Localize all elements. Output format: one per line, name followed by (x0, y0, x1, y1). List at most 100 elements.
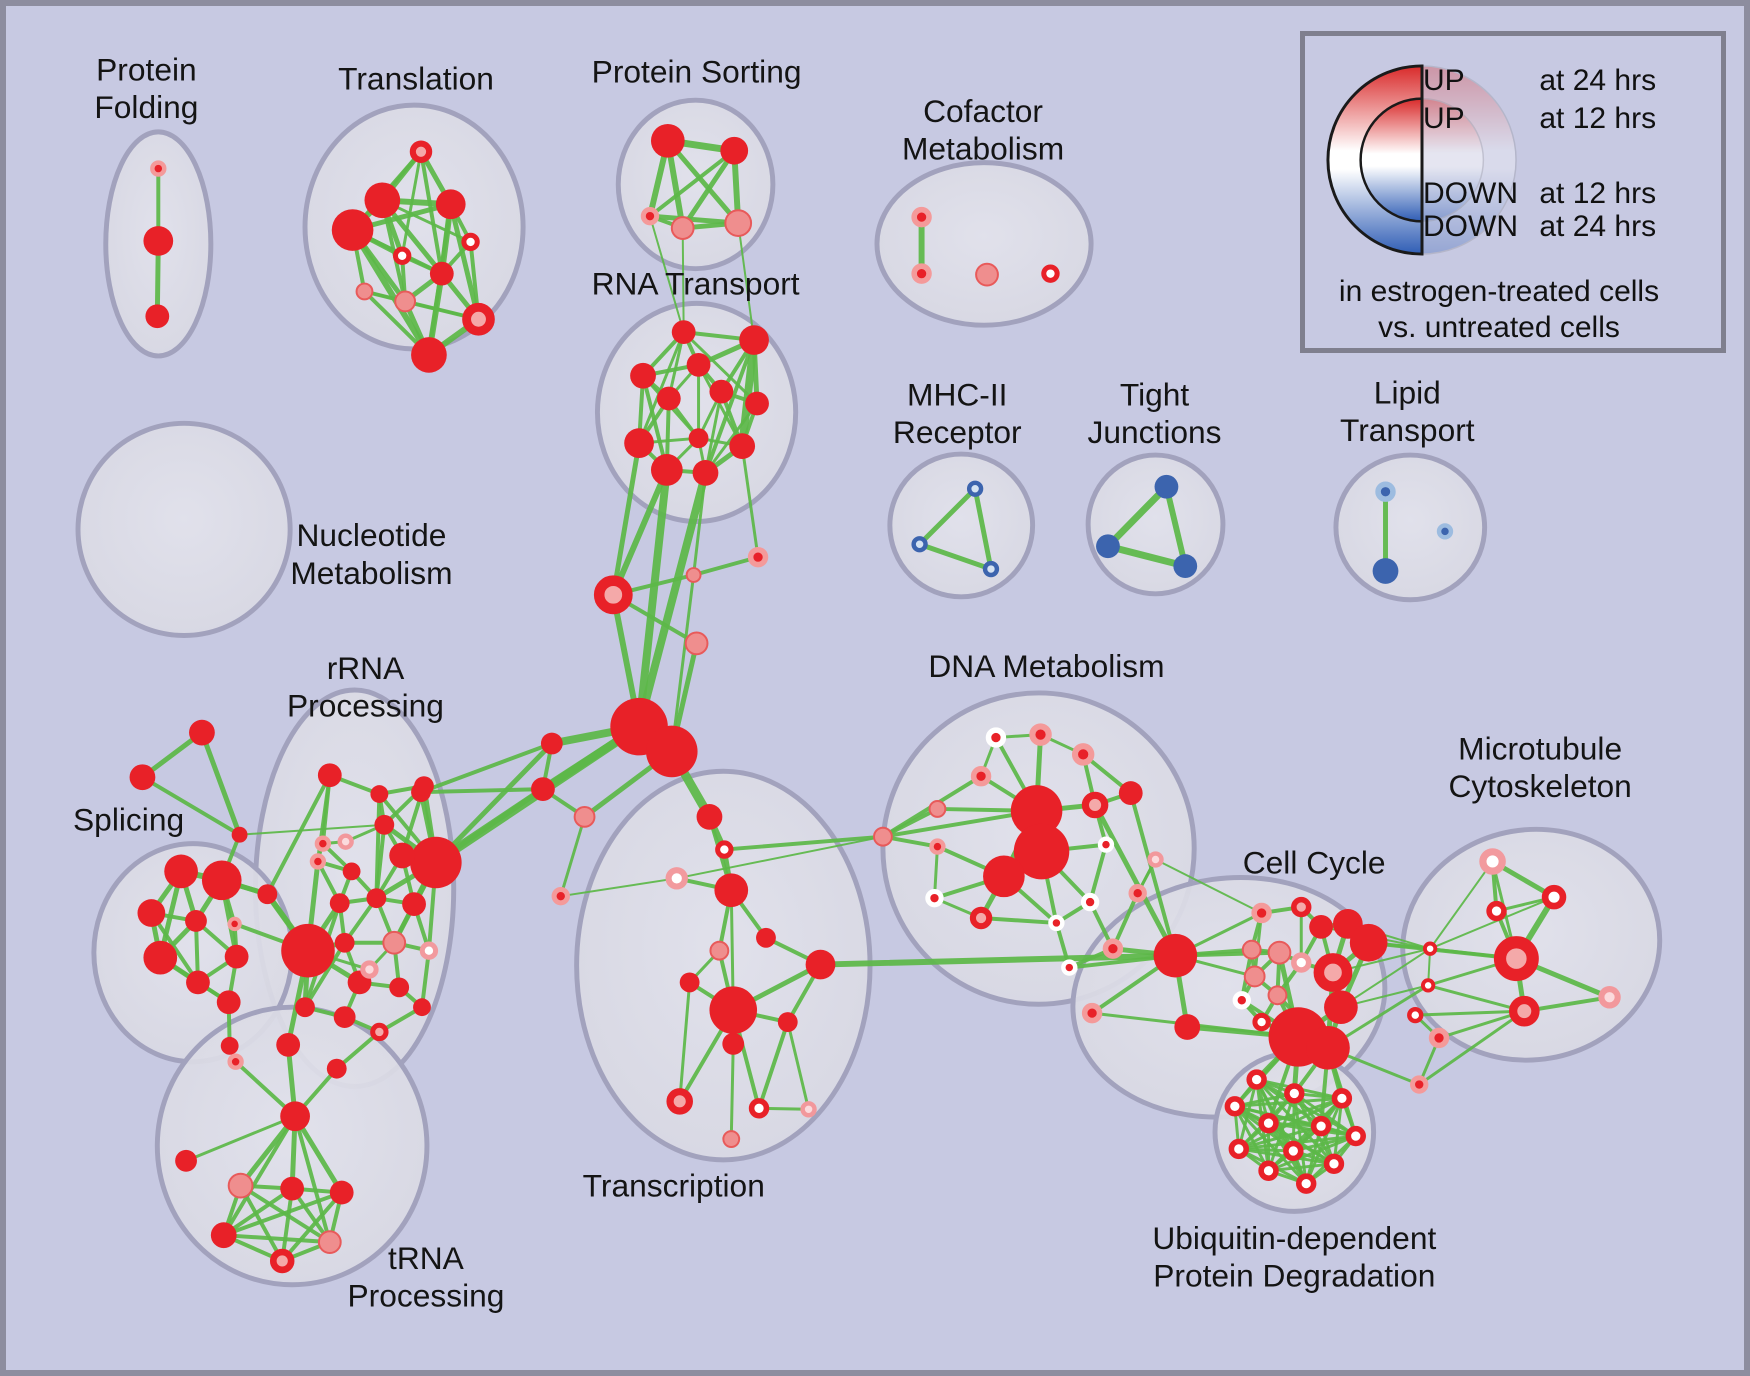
network-edge (610, 440, 642, 598)
network-node (429, 261, 454, 286)
network-edge (729, 1042, 735, 1141)
network-node (925, 888, 944, 908)
network-edge (740, 444, 760, 559)
network-node (929, 838, 946, 855)
network-node (650, 123, 685, 158)
network-node (1246, 1069, 1267, 1090)
network-node (709, 986, 758, 1034)
network-edge (559, 815, 587, 898)
network-node (666, 1088, 693, 1115)
network-node (295, 997, 315, 1018)
network-node (1061, 959, 1078, 976)
network-node (280, 1101, 310, 1132)
legend-direction: DOWN (1423, 210, 1518, 243)
network-node (722, 1130, 741, 1148)
network-node (1306, 1026, 1350, 1070)
network-node (370, 785, 389, 803)
network-node (374, 814, 395, 835)
network-edge (681, 227, 685, 334)
network-edge (880, 806, 940, 839)
network-node (355, 282, 374, 301)
network-node (805, 949, 836, 980)
network-node (1375, 481, 1396, 502)
network-node (982, 560, 1000, 578)
network-edge (691, 555, 761, 577)
legend-entry: UP at 12 hrs (1423, 102, 1656, 136)
network-node (709, 940, 730, 961)
network-edge (419, 149, 444, 276)
network-node (1345, 1125, 1366, 1147)
network-node (1486, 900, 1507, 922)
network-edge (1237, 1124, 1323, 1151)
network-edge (265, 773, 332, 897)
cluster-label-translation: Translation (338, 60, 494, 96)
cluster-label-splicing: Splicing (73, 802, 184, 838)
network-node (164, 854, 198, 889)
network-node (1310, 1115, 1332, 1137)
network-edge (637, 330, 686, 445)
network-node (1258, 1112, 1279, 1134)
network-node (317, 763, 342, 788)
network-edge (880, 808, 1039, 839)
legend-caption-line: in estrogen-treated cells (1338, 275, 1660, 308)
network-node (224, 944, 249, 969)
node-layer (129, 123, 1621, 1274)
cluster-label-dna-metabolism: DNA Metabolism (928, 648, 1164, 684)
network-edge (374, 822, 387, 901)
network-node (1147, 851, 1164, 868)
network-node (756, 927, 776, 948)
cluster-ellipse-mhc-ii-receptor (887, 451, 1036, 600)
network-node (1154, 474, 1179, 499)
network-node (227, 916, 242, 932)
network-node (969, 906, 993, 930)
network-node (1097, 836, 1115, 853)
network-node (1541, 884, 1567, 910)
legend-direction: UP (1423, 102, 1465, 135)
network-node (314, 835, 332, 852)
network-node (329, 1180, 354, 1205)
network-node (1258, 1160, 1279, 1181)
network-node (1118, 781, 1143, 805)
network-node (671, 320, 696, 345)
network-edge (420, 948, 431, 1010)
network-edge (972, 486, 994, 572)
network-node (1372, 558, 1399, 584)
network-edge (704, 402, 759, 475)
network-node (1508, 995, 1540, 1027)
network-node (389, 977, 410, 998)
cluster-label-microtubule-cytoskeleton: Microtubule Cytoskeleton (1448, 730, 1631, 804)
network-node (911, 206, 932, 228)
network-node (150, 160, 167, 177)
network-node (747, 546, 769, 568)
network-edge (1088, 842, 1108, 905)
network-edge (293, 1114, 332, 1245)
network-node (724, 209, 753, 237)
network-node (1241, 939, 1262, 960)
network-node (1013, 823, 1070, 880)
network-edge (680, 148, 737, 231)
network-node (1041, 264, 1060, 283)
network-node (777, 1012, 798, 1032)
network-node (402, 892, 426, 916)
network-edge (1267, 1134, 1358, 1173)
cluster-label-mhc-ii-receptor: MHC-II Receptor (893, 376, 1022, 450)
network-node (983, 855, 1025, 898)
network-node (1128, 884, 1147, 903)
cluster-ellipse-lipid-transport (1333, 452, 1488, 603)
network-node (688, 428, 709, 449)
cluster-ellipse-cofactor-metabolism (874, 160, 1094, 328)
network-node (186, 970, 210, 995)
network-node (175, 1149, 197, 1172)
network-node (748, 1098, 770, 1119)
cluster-label-trna-processing: tRNA Processing (347, 1240, 504, 1314)
network-node (729, 433, 756, 460)
network-edge (1233, 1096, 1344, 1108)
network-node (1284, 1083, 1305, 1104)
network-node (334, 932, 355, 953)
network-edge (738, 336, 759, 451)
network-edge (221, 1190, 344, 1238)
network-node (1228, 1138, 1250, 1160)
network-node (413, 998, 431, 1017)
network-node (1048, 914, 1065, 932)
